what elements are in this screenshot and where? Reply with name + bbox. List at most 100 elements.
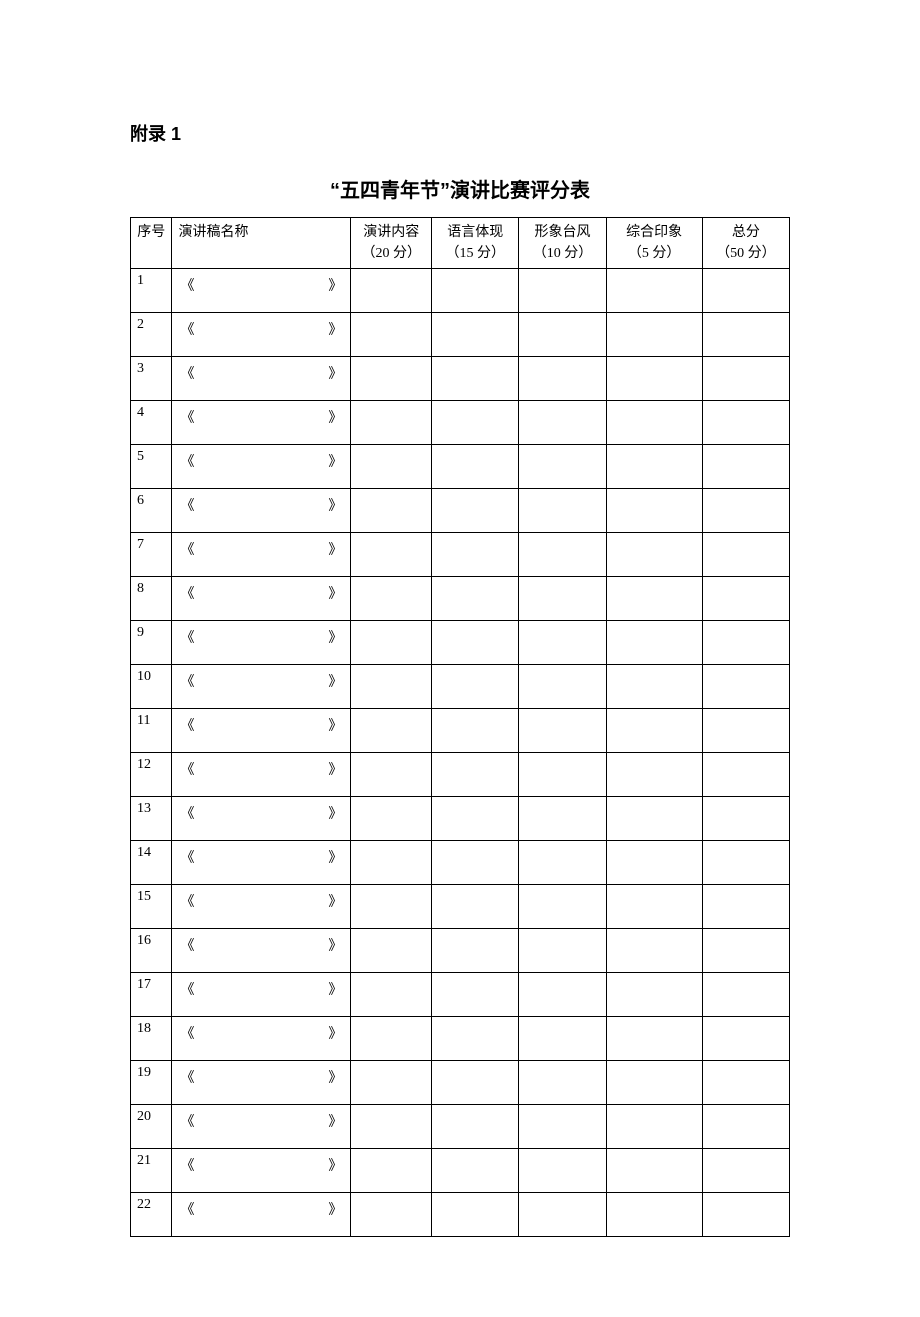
bracket-right: 》 bbox=[328, 1199, 342, 1219]
cell-c4 bbox=[606, 1017, 702, 1061]
table-row: 17《》 bbox=[131, 973, 790, 1017]
cell-total bbox=[702, 841, 789, 885]
cell-name: 《》 bbox=[172, 1061, 351, 1105]
bracket-right: 》 bbox=[328, 451, 342, 471]
cell-total bbox=[702, 1061, 789, 1105]
cell-c3 bbox=[519, 489, 606, 533]
cell-total bbox=[702, 577, 789, 621]
bracket-left: 《 bbox=[180, 495, 194, 515]
cell-c1 bbox=[351, 841, 432, 885]
cell-c3 bbox=[519, 797, 606, 841]
header-c2-l1: 语言体现 bbox=[447, 225, 503, 240]
cell-name: 《》 bbox=[172, 401, 351, 445]
cell-total bbox=[702, 885, 789, 929]
cell-name: 《》 bbox=[172, 313, 351, 357]
table-row: 6《》 bbox=[131, 489, 790, 533]
bracket-right: 》 bbox=[328, 891, 342, 911]
cell-c4 bbox=[606, 973, 702, 1017]
table-row: 9《》 bbox=[131, 621, 790, 665]
cell-c3 bbox=[519, 1017, 606, 1061]
cell-c2 bbox=[432, 973, 519, 1017]
bracket-left: 《 bbox=[180, 1155, 194, 1175]
cell-c4 bbox=[606, 841, 702, 885]
cell-seq: 11 bbox=[131, 709, 172, 753]
cell-c4 bbox=[606, 709, 702, 753]
cell-seq: 4 bbox=[131, 401, 172, 445]
cell-total bbox=[702, 313, 789, 357]
cell-c3 bbox=[519, 665, 606, 709]
table-row: 21 《 》 bbox=[131, 1149, 790, 1193]
cell-c2 bbox=[432, 577, 519, 621]
table-row: 11《》 bbox=[131, 709, 790, 753]
bracket-right: 》 bbox=[328, 319, 342, 339]
cell-name: 《》 bbox=[172, 1193, 351, 1237]
cell-c2 bbox=[432, 357, 519, 401]
cell-c2 bbox=[432, 929, 519, 973]
header-seq: 序号 bbox=[131, 218, 172, 269]
cell-c4 bbox=[606, 665, 702, 709]
bracket-right: 》 bbox=[328, 715, 342, 735]
table-row: 3《》 bbox=[131, 357, 790, 401]
cell-seq: 8 bbox=[131, 577, 172, 621]
bracket-left: 《 bbox=[180, 319, 194, 339]
cell-name: 《》 bbox=[172, 885, 351, 929]
cell-total bbox=[702, 797, 789, 841]
cell-seq: 5 bbox=[131, 445, 172, 489]
table-row: 8《》 bbox=[131, 577, 790, 621]
cell-c3 bbox=[519, 753, 606, 797]
cell-c3 bbox=[519, 445, 606, 489]
cell-name: 《》 bbox=[172, 533, 351, 577]
cell-c1 bbox=[351, 1149, 432, 1193]
cell-c1 bbox=[351, 1017, 432, 1061]
cell-c3 bbox=[519, 533, 606, 577]
cell-c1 bbox=[351, 621, 432, 665]
bracket-right: 》 bbox=[328, 275, 342, 295]
score-table: 序号 演讲稿名称 演讲内容（20 分） 语言体现（15 分） 形象台风（10 分… bbox=[130, 217, 790, 1237]
cell-seq: 21 bbox=[131, 1149, 172, 1193]
cell-c4 bbox=[606, 797, 702, 841]
bracket-right: 》 bbox=[328, 627, 342, 647]
cell-seq: 19 bbox=[131, 1061, 172, 1105]
cell-seq: 6 bbox=[131, 489, 172, 533]
cell-name: 《》 bbox=[172, 269, 351, 313]
cell-c1 bbox=[351, 753, 432, 797]
header-row: 序号 演讲稿名称 演讲内容（20 分） 语言体现（15 分） 形象台风（10 分… bbox=[131, 218, 790, 269]
cell-c3 bbox=[519, 1061, 606, 1105]
cell-total bbox=[702, 1017, 789, 1061]
cell-c4 bbox=[606, 577, 702, 621]
bracket-left: 《 bbox=[180, 539, 194, 559]
cell-c2 bbox=[432, 841, 519, 885]
cell-total bbox=[702, 1193, 789, 1237]
cell-seq: 14 bbox=[131, 841, 172, 885]
cell-c2 bbox=[432, 797, 519, 841]
bracket-right: 》 bbox=[328, 803, 342, 823]
bracket-left: 《 bbox=[180, 759, 194, 779]
table-row: 5《》 bbox=[131, 445, 790, 489]
bracket-right: 》 bbox=[328, 1155, 342, 1175]
cell-name: 《》 bbox=[172, 665, 351, 709]
cell-c4 bbox=[606, 313, 702, 357]
cell-name: 《》 bbox=[172, 841, 351, 885]
cell-total bbox=[702, 621, 789, 665]
cell-seq: 20 bbox=[131, 1105, 172, 1149]
bracket-right: 》 bbox=[328, 407, 342, 427]
cell-c4 bbox=[606, 1149, 702, 1193]
cell-c1 bbox=[351, 489, 432, 533]
cell-c1 bbox=[351, 797, 432, 841]
table-row: 20《》 bbox=[131, 1105, 790, 1149]
cell-c2 bbox=[432, 401, 519, 445]
cell-c3 bbox=[519, 357, 606, 401]
bracket-right: 》 bbox=[328, 847, 342, 867]
cell-name: 《》 bbox=[172, 709, 351, 753]
cell-seq: 18 bbox=[131, 1017, 172, 1061]
cell-c3 bbox=[519, 841, 606, 885]
cell-c1 bbox=[351, 577, 432, 621]
cell-c3 bbox=[519, 1193, 606, 1237]
cell-c3 bbox=[519, 1105, 606, 1149]
bracket-left: 《 bbox=[180, 1111, 194, 1131]
cell-c2 bbox=[432, 445, 519, 489]
bracket-left: 《 bbox=[180, 891, 194, 911]
bracket-right: 》 bbox=[328, 979, 342, 999]
cell-c4 bbox=[606, 753, 702, 797]
header-c3-l2: （10 分） bbox=[533, 246, 593, 261]
